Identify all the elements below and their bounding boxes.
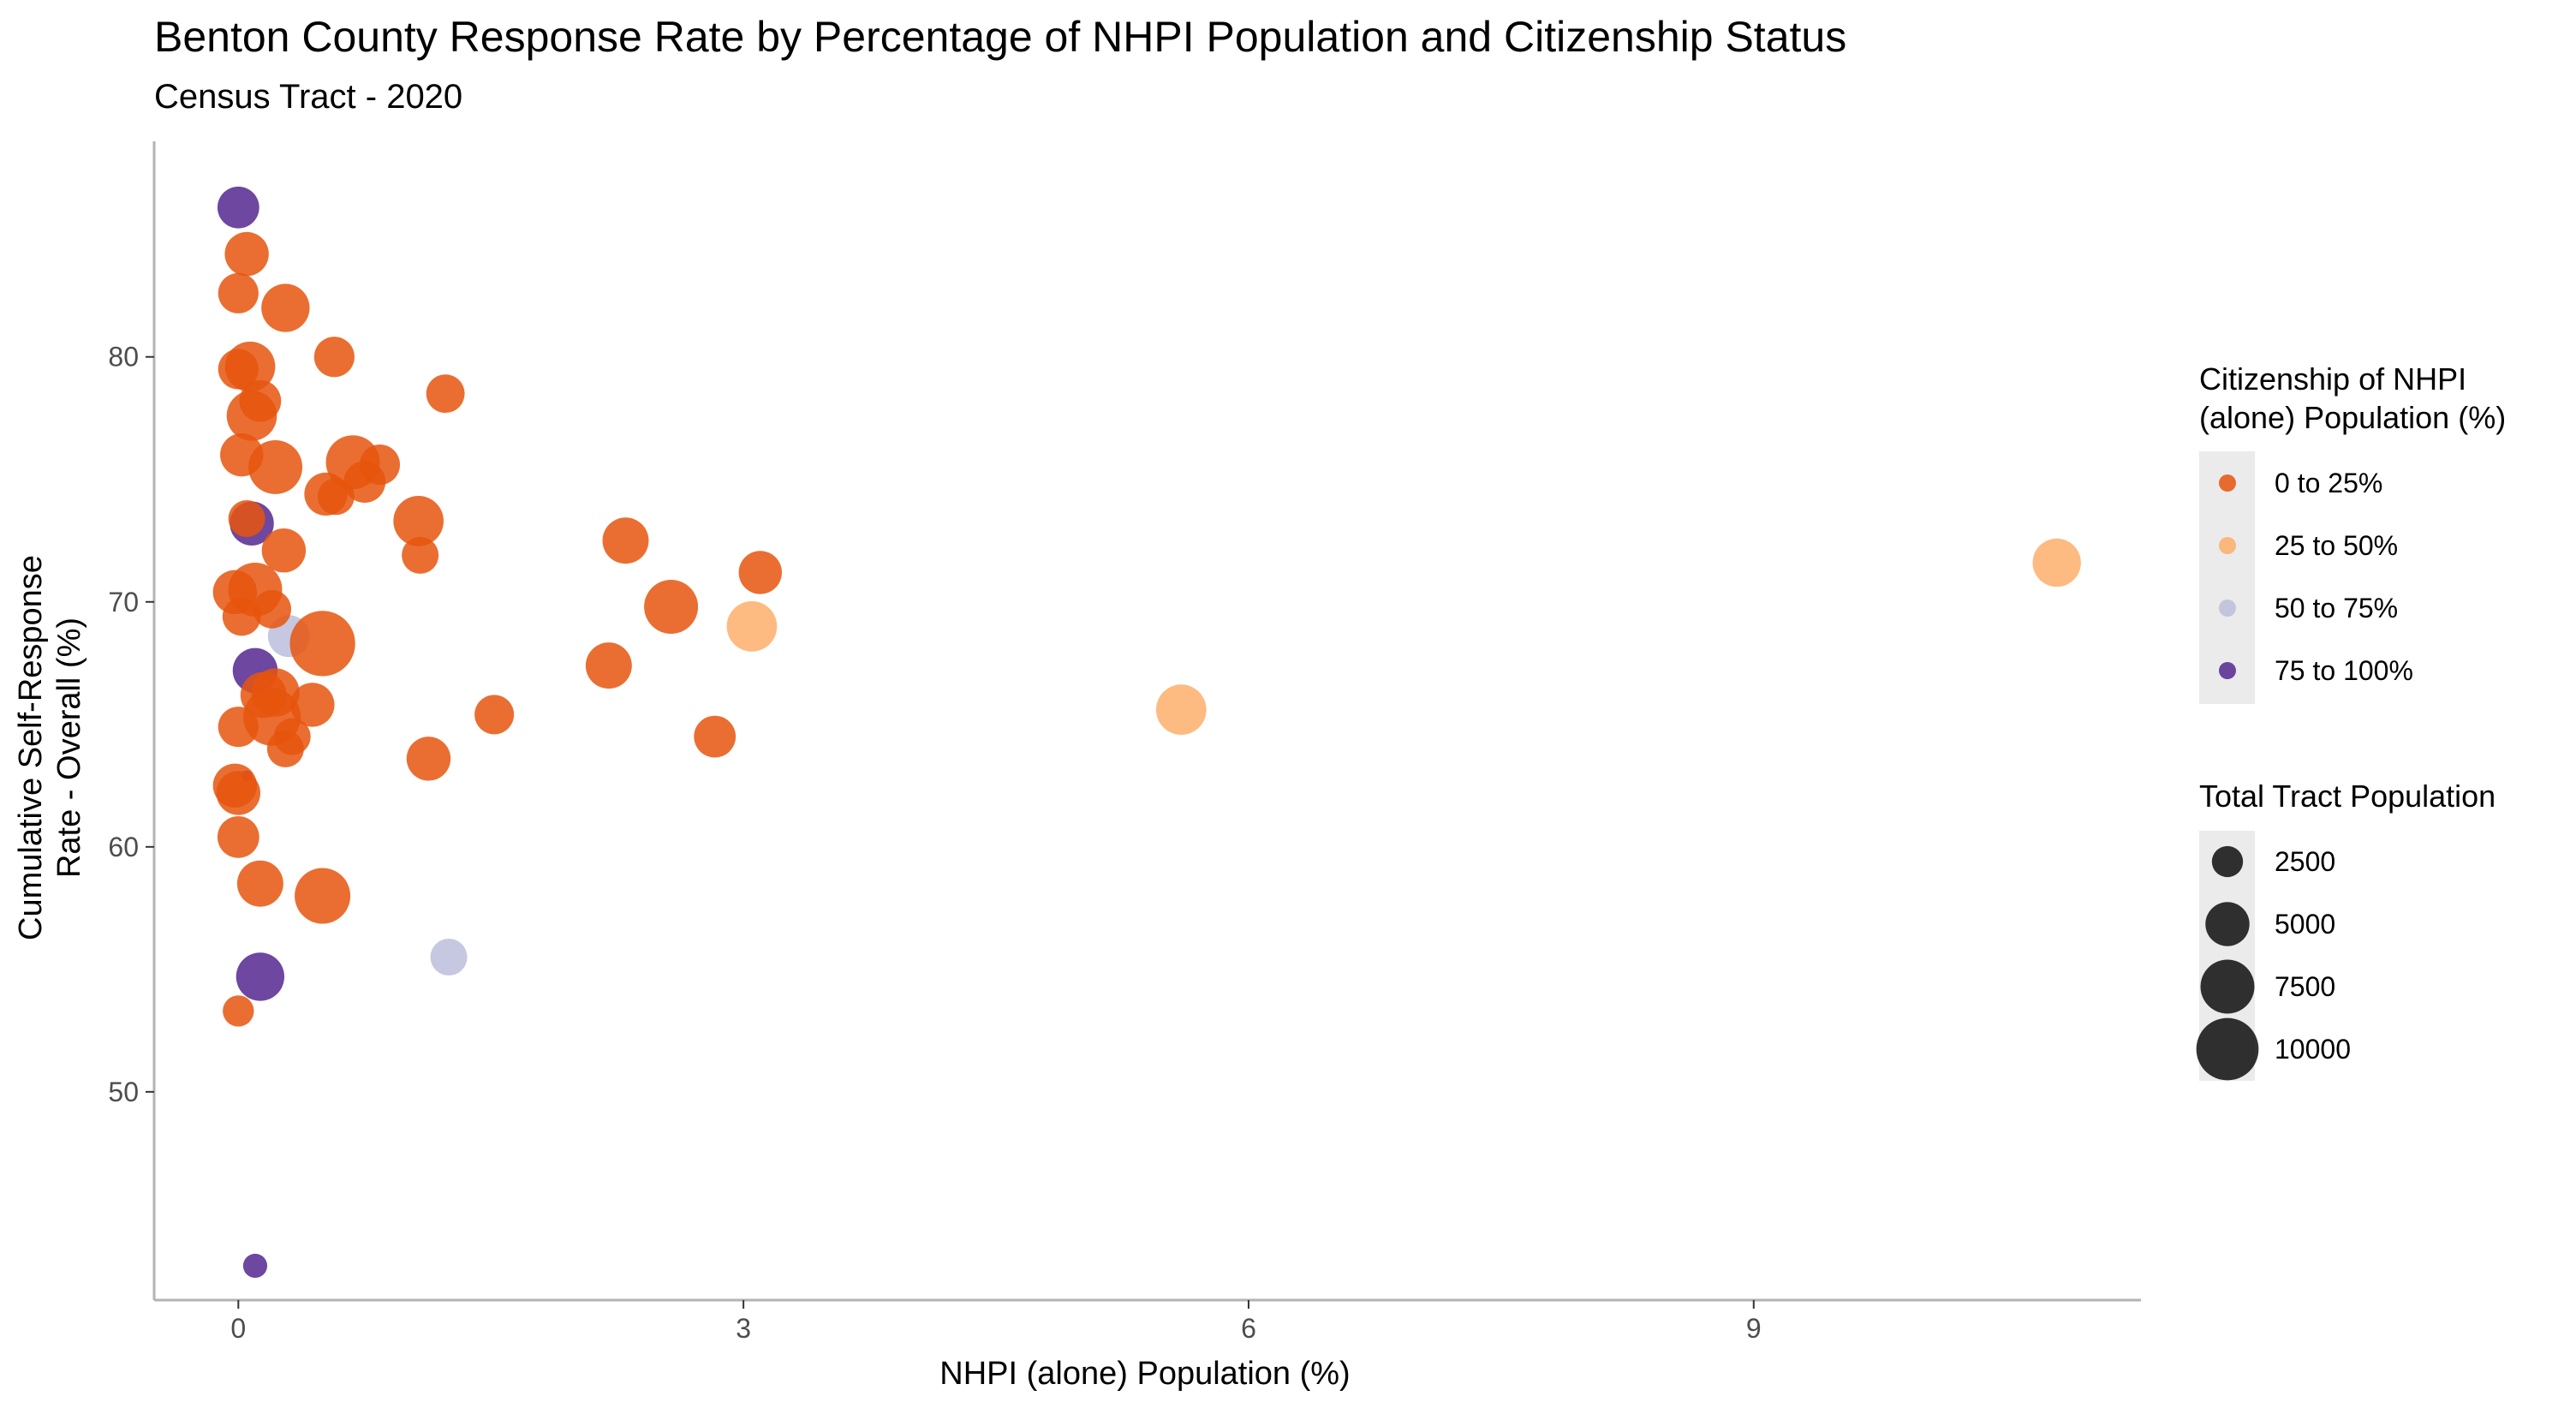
chart-title: Benton County Response Rate by Percentag…: [154, 13, 1846, 61]
legend-color-label: 0 to 25%: [2275, 468, 2382, 498]
legend-size-label: 5000: [2275, 909, 2335, 940]
data-point: [218, 707, 259, 748]
data-point: [217, 186, 259, 229]
legend-color-swatch: [2219, 474, 2236, 492]
legend-color-label: 75 to 100%: [2275, 655, 2413, 686]
data-point: [216, 771, 261, 815]
data-point: [236, 952, 285, 1001]
size-legend: Total Tract Population 2500 5000 7500 10000: [2196, 779, 2496, 1081]
data-point: [226, 391, 277, 441]
color-legend-key-background: [2199, 451, 2255, 704]
data-point: [313, 337, 355, 378]
data-point: [474, 695, 515, 735]
x-tick-label: 0: [230, 1313, 246, 1344]
legend-color-swatch: [2219, 600, 2236, 617]
data-point: [290, 683, 335, 727]
legend-size-label: 7500: [2275, 971, 2335, 1002]
data-point: [317, 478, 355, 516]
data-point: [253, 589, 292, 629]
data-point: [248, 439, 303, 494]
series-group: [212, 231, 782, 1027]
y-tick-label: 60: [108, 832, 139, 862]
data-point: [1156, 684, 1207, 735]
x-tick-label: 9: [1746, 1313, 1762, 1344]
data-point: [602, 517, 649, 564]
data-point: [261, 283, 310, 332]
data-point: [224, 231, 269, 277]
legend-size-swatch: [2211, 845, 2244, 878]
data-point: [393, 496, 444, 546]
data-point: [217, 815, 259, 858]
series-group: [267, 615, 468, 976]
y-axis: 50 60 70 80: [108, 141, 156, 1300]
y-axis-title-line-2: Rate - Overall (%): [51, 617, 87, 878]
y-axis-title: Cumulative Self-Response Rate - Overall …: [13, 555, 87, 940]
legend-color-label: 25 to 50%: [2275, 530, 2398, 561]
data-point: [694, 715, 736, 758]
color-legend-title-line-1: Citizenship of NHPI: [2199, 361, 2466, 397]
data-point: [738, 551, 782, 594]
x-axis-title: NHPI (alone) Population (%): [939, 1356, 1350, 1392]
y-tick-label: 70: [108, 587, 139, 617]
series-group: [726, 538, 2081, 735]
y-axis-title-line-1: Cumulative Self-Response: [13, 555, 49, 940]
data-point: [726, 601, 778, 652]
data-point: [426, 374, 465, 414]
x-tick-label: 6: [1241, 1313, 1256, 1344]
data-point: [236, 860, 283, 907]
chart-subtitle: Census Tract - 2020: [154, 78, 462, 116]
y-tick-label: 80: [108, 342, 139, 373]
legend-size-label: 10000: [2275, 1034, 2351, 1065]
data-point: [406, 737, 451, 781]
legend-size-swatch: [2205, 902, 2250, 946]
data-point: [343, 461, 386, 503]
data-point: [228, 499, 265, 538]
color-legend-title-line-2: (alone) Population (%): [2199, 400, 2506, 435]
legend-size-label: 2500: [2275, 846, 2335, 877]
data-point: [585, 642, 632, 689]
data-point: [402, 536, 439, 574]
data-point: [218, 272, 259, 313]
plot-area: 50 60 70 80 0 3 6 9: [108, 141, 2141, 1344]
data-point: [289, 611, 355, 677]
data-point: [2032, 538, 2081, 588]
x-tick-label: 3: [736, 1313, 751, 1344]
data-point: [266, 730, 304, 767]
data-point: [644, 579, 699, 634]
legend-size-swatch: [2200, 959, 2255, 1014]
x-axis: 0 3 6 9: [154, 1298, 2141, 1344]
legend-color-label: 50 to 75%: [2275, 593, 2398, 623]
data-point: [222, 597, 261, 636]
legend-color-swatch: [2219, 537, 2236, 554]
color-legend: Citizenship of NHPI (alone) Population (…: [2199, 361, 2506, 704]
data-point: [295, 868, 351, 924]
legend-color-swatch: [2219, 662, 2236, 679]
legend-size-swatch: [2196, 1017, 2259, 1081]
size-legend-title: Total Tract Population: [2199, 779, 2496, 814]
data-point: [223, 995, 254, 1027]
data-point: [218, 349, 259, 390]
y-tick-label: 50: [108, 1077, 139, 1107]
data-point: [261, 528, 307, 573]
data-point: [430, 939, 468, 976]
data-point: [242, 1253, 268, 1279]
